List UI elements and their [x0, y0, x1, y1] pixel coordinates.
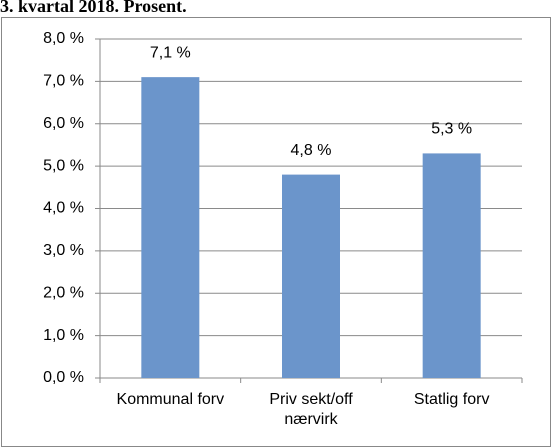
y-tick-label: 3,0 % — [43, 242, 84, 259]
y-tick-label: 2,0 % — [43, 284, 84, 301]
bar — [282, 174, 340, 378]
y-tick-label: 0,0 % — [43, 369, 84, 386]
bar — [141, 77, 200, 378]
y-tick-label: 7,0 % — [43, 73, 84, 90]
chart-title: 3. kvartal 2018. Prosent. — [0, 0, 187, 16]
bar — [422, 153, 481, 378]
x-tick-label: Kommunal forv — [116, 391, 225, 408]
value-label: 4,8 % — [291, 142, 332, 159]
y-tick-label: 1,0 % — [43, 327, 84, 344]
x-tick-label: Priv sekt/off nærvirk — [269, 391, 353, 428]
y-tick-label: 5,0 % — [43, 157, 84, 174]
y-tick-label: 6,0 % — [43, 115, 84, 132]
x-tick-label: Statlig forv — [413, 391, 490, 408]
value-label: 5,3 % — [431, 121, 472, 138]
value-label: 7,1 % — [150, 44, 191, 61]
y-tick-label: 4,0 % — [43, 200, 84, 217]
y-tick-label: 8,0 % — [43, 30, 84, 47]
